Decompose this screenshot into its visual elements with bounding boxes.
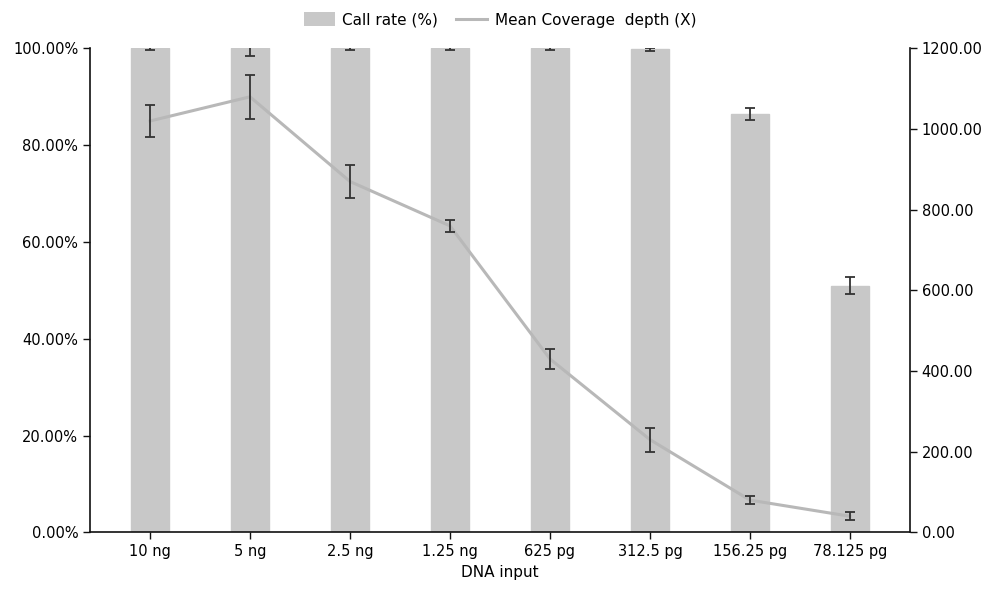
Bar — [631, 50, 669, 532]
Bar — [331, 48, 369, 532]
X-axis label: DNA input: DNA input — [461, 564, 539, 580]
Bar — [831, 286, 869, 532]
Bar — [231, 48, 269, 532]
Legend: Call rate (%), Mean Coverage  depth (X): Call rate (%), Mean Coverage depth (X) — [304, 13, 696, 28]
Bar — [131, 48, 169, 532]
Bar — [531, 48, 569, 532]
Bar — [731, 114, 769, 532]
Bar — [431, 48, 469, 532]
